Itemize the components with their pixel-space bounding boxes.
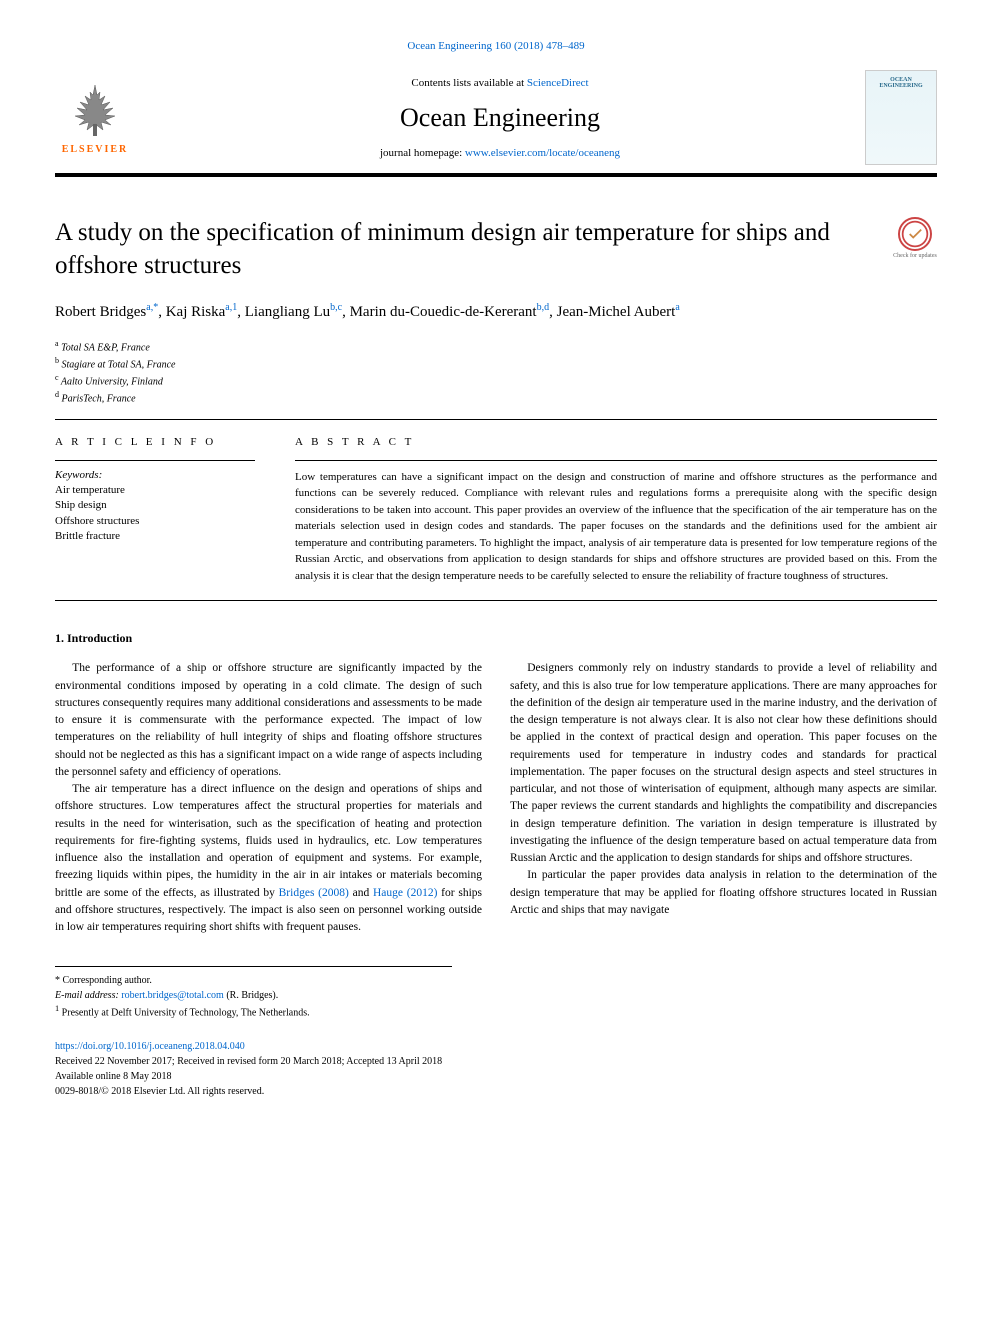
author-1-sup: a,* xyxy=(146,302,158,313)
keywords-label: Keywords: xyxy=(55,469,255,481)
check-updates-text: Check for updates xyxy=(893,253,937,259)
abstract-col: A B S T R A C T Low temperatures can hav… xyxy=(295,436,937,585)
ref-bridges-2008[interactable]: Bridges (2008) xyxy=(279,887,349,899)
body-p4: In particular the paper provides data an… xyxy=(510,867,937,919)
affiliation-c: c Aalto University, Finland xyxy=(55,372,937,389)
copyright-line: 0029-8018/© 2018 Elsevier Ltd. All right… xyxy=(55,1084,937,1099)
info-bottom-rule xyxy=(55,600,937,601)
check-updates-badge[interactable]: Check for updates xyxy=(893,217,937,271)
info-top-rule xyxy=(55,419,937,420)
article-info-heading: A R T I C L E I N F O xyxy=(55,436,255,448)
abstract-rule xyxy=(295,460,937,461)
keywords-rule xyxy=(55,460,255,461)
affiliation-d: d ParisTech, France xyxy=(55,389,937,406)
received-line: Received 22 November 2017; Received in r… xyxy=(55,1054,937,1069)
authors: Robert Bridgesa,*, Kaj Riskaa,1, Liangli… xyxy=(55,300,937,324)
body-columns: The performance of a ship or offshore st… xyxy=(55,660,937,936)
elsevier-logo: ELSEVIER xyxy=(55,73,135,163)
body-p2: The air temperature has a direct influen… xyxy=(55,781,482,936)
ref-hauge-2012[interactable]: Hauge (2012) xyxy=(373,887,437,899)
email-line: E-mail address: robert.bridges@total.com… xyxy=(55,988,452,1003)
contents-prefix: Contents lists available at xyxy=(411,77,526,89)
affiliation-b: b Stagiare at Total SA, France xyxy=(55,355,937,372)
footnotes: * Corresponding author. E-mail address: … xyxy=(55,966,452,1020)
keyword-1: Air temperature xyxy=(55,483,255,498)
abstract-text: Low temperatures can have a significant … xyxy=(295,469,937,585)
footnote-1: 1 Presently at Delft University of Techn… xyxy=(55,1003,452,1020)
email-label: E-mail address: xyxy=(55,990,121,1001)
header-citation: Ocean Engineering 160 (2018) 478–489 xyxy=(55,40,937,52)
header-rule xyxy=(55,173,937,177)
author-2-sup: a,1 xyxy=(225,302,237,313)
body-p1: The performance of a ship or offshore st… xyxy=(55,660,482,781)
contents-line: Contents lists available at ScienceDirec… xyxy=(155,77,845,89)
doi-link[interactable]: https://doi.org/10.1016/j.oceaneng.2018.… xyxy=(55,1041,245,1052)
header-center: Contents lists available at ScienceDirec… xyxy=(155,77,845,159)
section-1-heading: 1. Introduction xyxy=(55,631,937,646)
author-5: , Jean-Michel Aubert xyxy=(549,304,675,320)
footer: https://doi.org/10.1016/j.oceaneng.2018.… xyxy=(55,1039,937,1099)
crossmark-icon xyxy=(898,217,932,251)
article-title: A study on the specification of minimum … xyxy=(55,217,873,282)
elsevier-text: ELSEVIER xyxy=(62,144,129,155)
info-row: A R T I C L E I N F O Keywords: Air temp… xyxy=(55,436,937,585)
body-p3: Designers commonly rely on industry stan… xyxy=(510,660,937,867)
available-line: Available online 8 May 2018 xyxy=(55,1069,937,1084)
elsevier-tree-icon xyxy=(65,80,125,140)
author-4: , Marin du-Couedic-de-Kererant xyxy=(342,304,537,320)
title-row: A study on the specification of minimum … xyxy=(55,217,937,300)
author-1: Robert Bridges xyxy=(55,304,146,320)
article-info-col: A R T I C L E I N F O Keywords: Air temp… xyxy=(55,436,255,585)
sciencedirect-link[interactable]: ScienceDirect xyxy=(527,77,589,89)
email-link[interactable]: robert.bridges@total.com xyxy=(121,990,224,1001)
affiliation-a: a Total SA E&P, France xyxy=(55,338,937,355)
keyword-4: Brittle fracture xyxy=(55,529,255,544)
author-3: , Liangliang Lu xyxy=(237,304,330,320)
journal-cover-title: OCEAN ENGINEERING xyxy=(868,77,934,89)
journal-name: Ocean Engineering xyxy=(155,103,845,133)
affiliations: a Total SA E&P, France b Stagiare at Tot… xyxy=(55,338,937,407)
author-5-sup: a xyxy=(675,302,679,313)
author-4-sup: b,d xyxy=(537,302,550,313)
homepage-link[interactable]: www.elsevier.com/locate/oceaneng xyxy=(465,147,620,159)
email-suffix: (R. Bridges). xyxy=(224,990,278,1001)
header-citation-link[interactable]: Ocean Engineering 160 (2018) 478–489 xyxy=(407,40,584,52)
keyword-2: Ship design xyxy=(55,498,255,513)
author-2: , Kaj Riska xyxy=(158,304,225,320)
header-bar: ELSEVIER Contents lists available at Sci… xyxy=(55,70,937,165)
author-3-sup: b,c xyxy=(330,302,342,313)
homepage-prefix: journal homepage: xyxy=(380,147,465,159)
abstract-heading: A B S T R A C T xyxy=(295,436,937,448)
journal-cover: OCEAN ENGINEERING xyxy=(865,70,937,165)
corresponding-author: * Corresponding author. xyxy=(55,973,452,988)
homepage-line: journal homepage: www.elsevier.com/locat… xyxy=(155,147,845,159)
keyword-3: Offshore structures xyxy=(55,514,255,529)
